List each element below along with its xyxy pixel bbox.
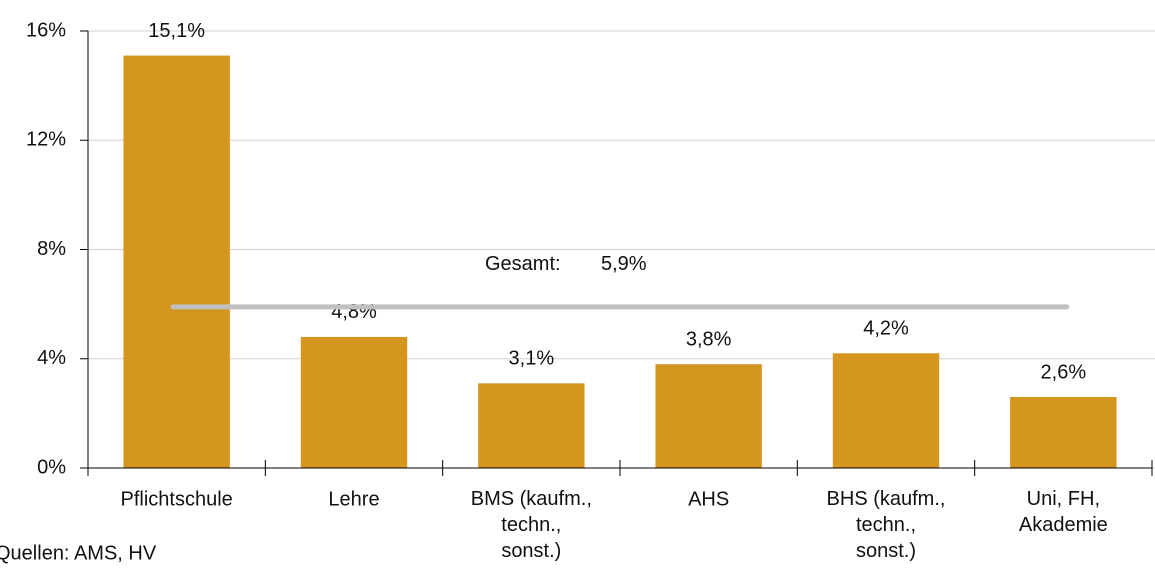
- y-tick-label: 8%: [37, 238, 66, 260]
- y-tick-label: 12%: [26, 129, 66, 151]
- data-label: 4,2%: [863, 318, 909, 340]
- x-tick-label: Uni, FH, Akademie: [1019, 488, 1108, 536]
- bar: [300, 336, 408, 468]
- bar: [1010, 396, 1117, 468]
- bar: [478, 383, 585, 468]
- y-tick-label: 0%: [37, 456, 66, 478]
- x-tick-label: BHS (kaufm., techn., sonst.): [827, 488, 946, 562]
- source-note: Quellen: AMS, HV: [0, 542, 157, 564]
- bar: [123, 55, 230, 469]
- bar: [655, 364, 762, 468]
- y-tick-label: 16%: [26, 19, 66, 41]
- reference-value-label: 5,9%: [601, 253, 647, 275]
- data-label: 2,6%: [1041, 361, 1087, 383]
- x-tick-label: AHS: [688, 488, 729, 510]
- x-tick-label: Lehre: [328, 488, 379, 510]
- data-label: 3,1%: [509, 348, 555, 370]
- x-tick-label: BMS (kaufm., techn., sonst.): [471, 488, 592, 562]
- reference-label: Gesamt:: [485, 253, 561, 275]
- x-tick-label: Pflichtschule: [121, 488, 233, 510]
- bar: [832, 353, 940, 468]
- y-tick-label: 4%: [37, 347, 66, 369]
- data-label: 15,1%: [148, 20, 205, 42]
- data-label: 3,8%: [686, 328, 732, 350]
